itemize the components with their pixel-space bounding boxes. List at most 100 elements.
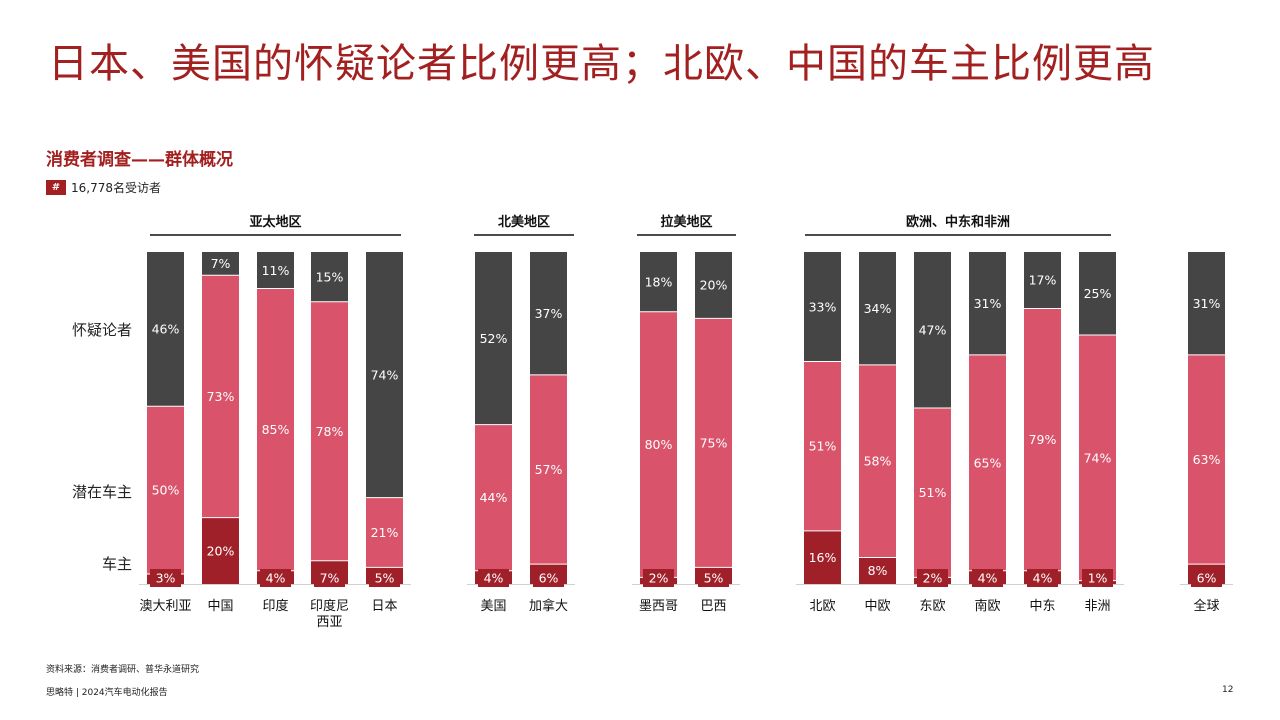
category-label: 西亚 (316, 615, 342, 630)
group-header: 拉美地区 (660, 214, 712, 230)
bar-segment-skeptic (804, 252, 841, 362)
data-label: 57% (535, 462, 563, 477)
bar-segment-potential (804, 361, 841, 531)
data-label: 33% (809, 299, 837, 314)
data-label: 18% (645, 274, 673, 289)
bar-segment-potential (147, 406, 184, 574)
category-label: 非洲 (1084, 599, 1110, 614)
data-label: 4% (978, 571, 998, 586)
data-label: 80% (645, 437, 673, 452)
data-label: 44% (480, 490, 508, 505)
data-label: 74% (1084, 450, 1112, 465)
category-label: 南欧 (974, 598, 1000, 614)
bar-segment-skeptic (1188, 252, 1225, 355)
owner-label-badge (972, 569, 1003, 587)
data-label: 65% (974, 455, 1002, 470)
owner-label-badge (533, 569, 564, 587)
category-label: 印度尼 (310, 598, 349, 614)
data-label: 7% (320, 571, 340, 586)
data-label: 2% (923, 571, 943, 586)
data-label: 20% (207, 543, 235, 558)
data-label: 5% (375, 571, 395, 586)
bar-segment-skeptic (914, 252, 951, 409)
data-label: 51% (809, 439, 837, 454)
data-label: 8% (868, 563, 888, 578)
owner-label-badge (643, 569, 674, 587)
bar-segment-skeptic (147, 252, 184, 407)
page-title: 日本、美国的怀疑论者比例更高；北欧、中国的车主比例更高 (48, 41, 1155, 87)
data-label: 79% (1029, 432, 1057, 447)
hash-icon: # (46, 179, 66, 195)
respondent-count: # 16,778名受访者 (46, 179, 161, 195)
category-label: 中欧 (864, 599, 890, 614)
bar-segment-potential (257, 288, 294, 571)
category-label: 东欧 (919, 599, 945, 614)
page-number: 12 (1222, 685, 1234, 695)
data-label: 75% (700, 435, 728, 450)
data-label: 5% (704, 571, 724, 586)
bar-segment-potential (366, 497, 403, 568)
data-label: 6% (539, 571, 559, 586)
bar-segment-potential (1024, 308, 1061, 571)
data-label: 2% (649, 571, 669, 586)
respondent-count-text: 16,778名受访者 (71, 180, 161, 195)
owner-label-badge (1191, 569, 1222, 587)
data-label: 11% (262, 263, 290, 278)
group-header: 亚太地区 (249, 214, 301, 230)
data-label: 15% (316, 269, 344, 284)
bar-segment-skeptic (202, 252, 239, 276)
data-label: 4% (266, 571, 286, 586)
bar-segment-potential (859, 364, 896, 558)
category-label: 中东 (1029, 599, 1055, 614)
bar-segment-skeptic (530, 252, 567, 375)
category-label: 印度 (262, 598, 288, 614)
bar-segment-skeptic (969, 252, 1006, 355)
source-note: 资料来源：消费者调研、普华永道研究 (46, 665, 200, 675)
group-header: 北美地区 (498, 214, 550, 230)
row-label-1: 怀疑论者 (72, 321, 132, 339)
category-label: 澳大利亚 (139, 598, 191, 614)
bar-segment-potential (1079, 335, 1116, 581)
bar-segment-potential (1188, 354, 1225, 565)
data-label: 51% (919, 485, 947, 500)
bar-segment-skeptic (366, 252, 403, 498)
category-label: 墨西哥 (639, 599, 678, 614)
data-label: 1% (1088, 571, 1108, 586)
data-label: 4% (1033, 571, 1053, 586)
category-label: 日本 (371, 599, 397, 614)
bar-segment-potential (640, 311, 677, 578)
data-label: 25% (1084, 286, 1112, 301)
category-label: 全球 (1193, 598, 1219, 614)
owner-label-badge (150, 569, 181, 587)
bar-segment-skeptic (475, 252, 512, 425)
owner-label-badge (1027, 569, 1058, 587)
data-label: 17% (1029, 273, 1057, 288)
owner-label-badge (698, 569, 729, 587)
bar-segment-skeptic (640, 252, 677, 312)
data-label: 47% (919, 323, 947, 338)
data-label: 3% (156, 571, 176, 586)
chart-subtitle: 消费者调查——群体概况 (46, 150, 233, 170)
group-header: 欧洲、中东和非洲 (906, 214, 1010, 230)
bar-segment-owner (804, 530, 841, 584)
owner-label-badge (314, 569, 345, 587)
data-label: 16% (809, 550, 837, 565)
row-label-2: 潜在车主 (72, 483, 132, 501)
data-label: 31% (974, 296, 1002, 311)
bar-segment-skeptic (859, 252, 896, 365)
bar-segment-potential (202, 275, 239, 518)
bar-segment-owner (202, 517, 239, 584)
footer-report-name: 思略特 | 2024汽车电动化报告 (46, 688, 168, 698)
owner-label-badge (260, 569, 291, 587)
bar-segment-skeptic (311, 252, 348, 302)
data-label: 73% (207, 389, 235, 404)
data-label: 34% (864, 301, 892, 316)
data-label: 20% (700, 278, 728, 293)
owner-label-badge (1082, 569, 1113, 587)
data-label: 85% (262, 422, 290, 437)
bar-segment-potential (475, 424, 512, 571)
bar-segment-owner (859, 557, 896, 584)
data-label: 63% (1193, 452, 1221, 467)
category-label: 北欧 (809, 599, 835, 614)
